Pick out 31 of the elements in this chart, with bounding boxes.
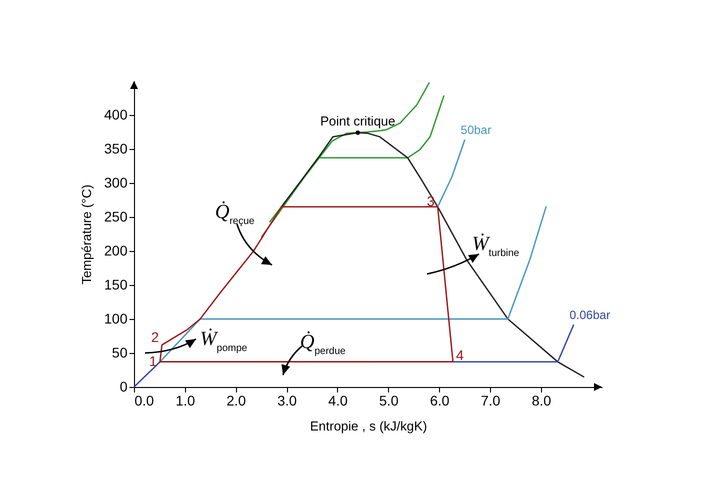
y-tick-label: 100: [104, 310, 128, 326]
x-tick-label: 8.0: [532, 392, 552, 408]
y-tick-label: 0: [120, 378, 128, 394]
x-tick-label: 5.0: [379, 392, 399, 408]
x-tick-label: 6.0: [430, 392, 450, 408]
y-tick-label: 250: [104, 208, 128, 224]
annotation: Ẇ$_{pompe}$: [200, 328, 248, 354]
annotation: Q̇$_{reçue}$: [215, 200, 255, 226]
annotation: Point critique: [320, 114, 396, 129]
y-tick-label: 200: [104, 242, 128, 258]
annotation: Ẇ$_{turbine}$: [472, 233, 520, 258]
annotation: 3: [426, 192, 435, 209]
y-tick-label: 50: [112, 344, 128, 360]
y-tick-label: 400: [104, 106, 128, 122]
y-tick-label: 300: [104, 174, 128, 190]
y-tick-label: 150: [104, 276, 128, 292]
x-tick-label: 0.0: [134, 392, 154, 408]
y-tick-label: 350: [104, 140, 128, 156]
x-tick-label: 4.0: [328, 392, 348, 408]
y-axis-title: Température (°C): [79, 184, 94, 284]
annotation: Q̇$_{perdue}$: [300, 330, 346, 356]
series-label: 0.06bar: [570, 308, 610, 322]
x-tick-label: 7.0: [480, 392, 501, 408]
series-label: 50bar: [460, 123, 492, 138]
x-axis-title: Entropie , s (kJ/kgK): [310, 418, 428, 434]
x-tick-label: 1.0: [176, 392, 196, 408]
x-tick-label: 3.0: [277, 392, 298, 408]
x-tick-label: 2.0: [226, 392, 246, 408]
annotation: 4: [456, 346, 464, 363]
annotation: 1: [149, 352, 158, 369]
annotation: 2: [151, 328, 160, 345]
